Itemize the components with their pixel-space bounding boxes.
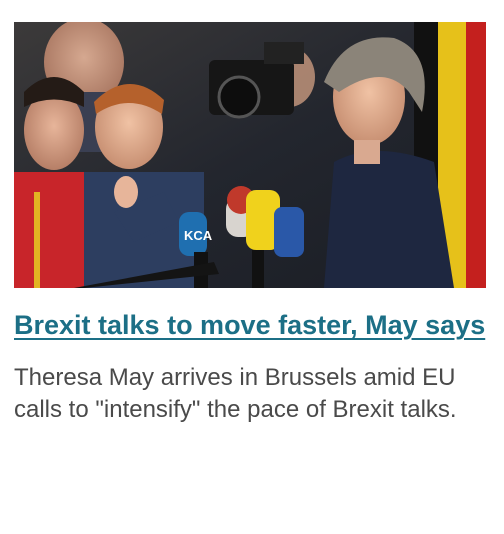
headline-link[interactable]: Brexit talks to move faster, May says	[14, 306, 486, 344]
article-summary: Theresa May arrives in Brussels amid EU …	[14, 362, 494, 426]
news-photo[interactable]: KCA	[14, 22, 486, 288]
news-card: KCA Brexit talks to move faster, May say…	[14, 22, 486, 450]
photo-illustration: KCA	[14, 22, 486, 288]
mic-logo-text: KCA	[184, 228, 213, 243]
